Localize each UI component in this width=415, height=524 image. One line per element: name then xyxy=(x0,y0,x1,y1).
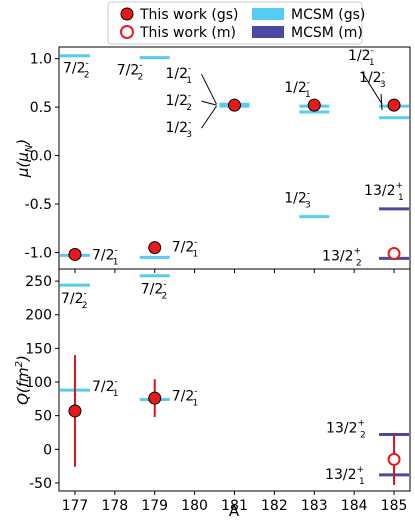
x-tick-label: 180 xyxy=(181,498,208,514)
state-label: 7/2-2 xyxy=(61,289,88,311)
bottom-panel-marks: 7/2-2 7/2-2 7/2-1 7/2-1 13/2+ 2 13/2+ 1 xyxy=(59,274,410,487)
y-tick-label: 0.0 xyxy=(30,149,52,165)
y-tick-label: -50 xyxy=(29,476,52,492)
experiment-m-point xyxy=(387,246,401,260)
state-label: 1/2-1 xyxy=(348,46,375,68)
label-leader xyxy=(201,73,217,105)
state-label: 1/2-2 xyxy=(166,91,193,113)
label-leader xyxy=(201,100,217,106)
experiment-gs-point xyxy=(68,404,82,418)
y-tick-label: 250 xyxy=(25,274,52,290)
x-tick-label: 179 xyxy=(141,498,168,514)
y-tick-label: -0.5 xyxy=(25,197,52,213)
legend-m-label: This work (m) xyxy=(139,25,236,41)
legend-mcsm-gs-label: MCSM (gs) xyxy=(291,7,365,23)
top-panel-frame xyxy=(58,46,411,270)
experiment-gs-point xyxy=(387,98,401,112)
legend-mcsm-m-label: MCSM (m) xyxy=(291,25,363,41)
state-label: 7/2-1 xyxy=(172,387,199,409)
axes-ticks: 1.0 0.5 0.0 -0.5 -1.0 250 200 150 100 50 0 -50 177 17… xyxy=(25,52,408,514)
state-label: 7/2-1 xyxy=(172,238,199,260)
label-leader xyxy=(380,93,383,110)
label-leader xyxy=(361,71,383,105)
y-tick-label: 100 xyxy=(25,375,52,391)
x-tick-label: 181 xyxy=(221,498,248,514)
legend-mcsm-gs-swatch xyxy=(252,8,284,20)
experiment-gs-point xyxy=(148,241,162,255)
state-label: 7/2-2 xyxy=(63,59,90,81)
y-tick-label: 0 xyxy=(43,442,52,458)
x-tick-label: 182 xyxy=(261,498,288,514)
experiment-gs-point xyxy=(307,98,321,112)
state-label: 13/2+ 2 xyxy=(326,418,366,440)
x-tick-label: 185 xyxy=(381,498,408,514)
y-tick-label: 150 xyxy=(25,341,52,357)
state-label: 1/2-1 xyxy=(166,64,193,86)
legend-m-marker xyxy=(120,25,134,39)
state-label: 7/2-2 xyxy=(117,61,144,83)
state-label: 1/2-3 xyxy=(359,68,386,90)
state-label: 1/2-1 xyxy=(284,78,311,100)
state-label: 1/2-3 xyxy=(166,118,193,140)
y-tick-label: 0.5 xyxy=(30,100,52,116)
y-tick-label: -1.0 xyxy=(25,246,52,262)
state-label: 7/2-1 xyxy=(92,377,119,399)
state-label: 7/2-1 xyxy=(92,245,119,267)
experiment-gs-point xyxy=(68,247,82,261)
state-label: 7/2-2 xyxy=(141,280,168,302)
experiment-gs-point xyxy=(228,98,241,112)
state-label: 13/2+ 1 xyxy=(325,465,365,487)
x-tick-label: 177 xyxy=(62,498,89,514)
label-leader xyxy=(201,105,217,129)
experiment-gs-point xyxy=(148,391,162,405)
bottom-ylabel: Q(fm2) xyxy=(14,355,32,405)
y-tick-label: 1.0 xyxy=(30,52,52,68)
legend-mcsm-m-swatch xyxy=(252,26,284,38)
state-label: 13/2+ 1 xyxy=(364,181,404,203)
experiment-m-point xyxy=(387,452,401,466)
legend: This work (gs) This work (m) MCSM (gs) M… xyxy=(107,1,365,45)
y-tick-label: 50 xyxy=(34,409,52,425)
legend-gs-label: This work (gs) xyxy=(139,7,239,23)
x-tick-label: 183 xyxy=(301,498,328,514)
x-tick-label: 178 xyxy=(101,498,128,514)
state-label: 1/2-3 xyxy=(284,189,311,211)
top-panel-marks: 7/2-2 7/2-2 1/2-11/2-21/2-31/2-11/2-31/2-1… xyxy=(59,46,410,268)
top-ylabel: μ(μN) xyxy=(14,139,35,178)
xlabel: A xyxy=(229,502,240,520)
y-tick-label: 200 xyxy=(25,308,52,324)
legend-gs-marker xyxy=(120,7,134,21)
state-label: 13/2+ 2 xyxy=(322,246,362,268)
x-tick-label: 184 xyxy=(341,498,368,514)
legend-frame xyxy=(107,1,363,45)
